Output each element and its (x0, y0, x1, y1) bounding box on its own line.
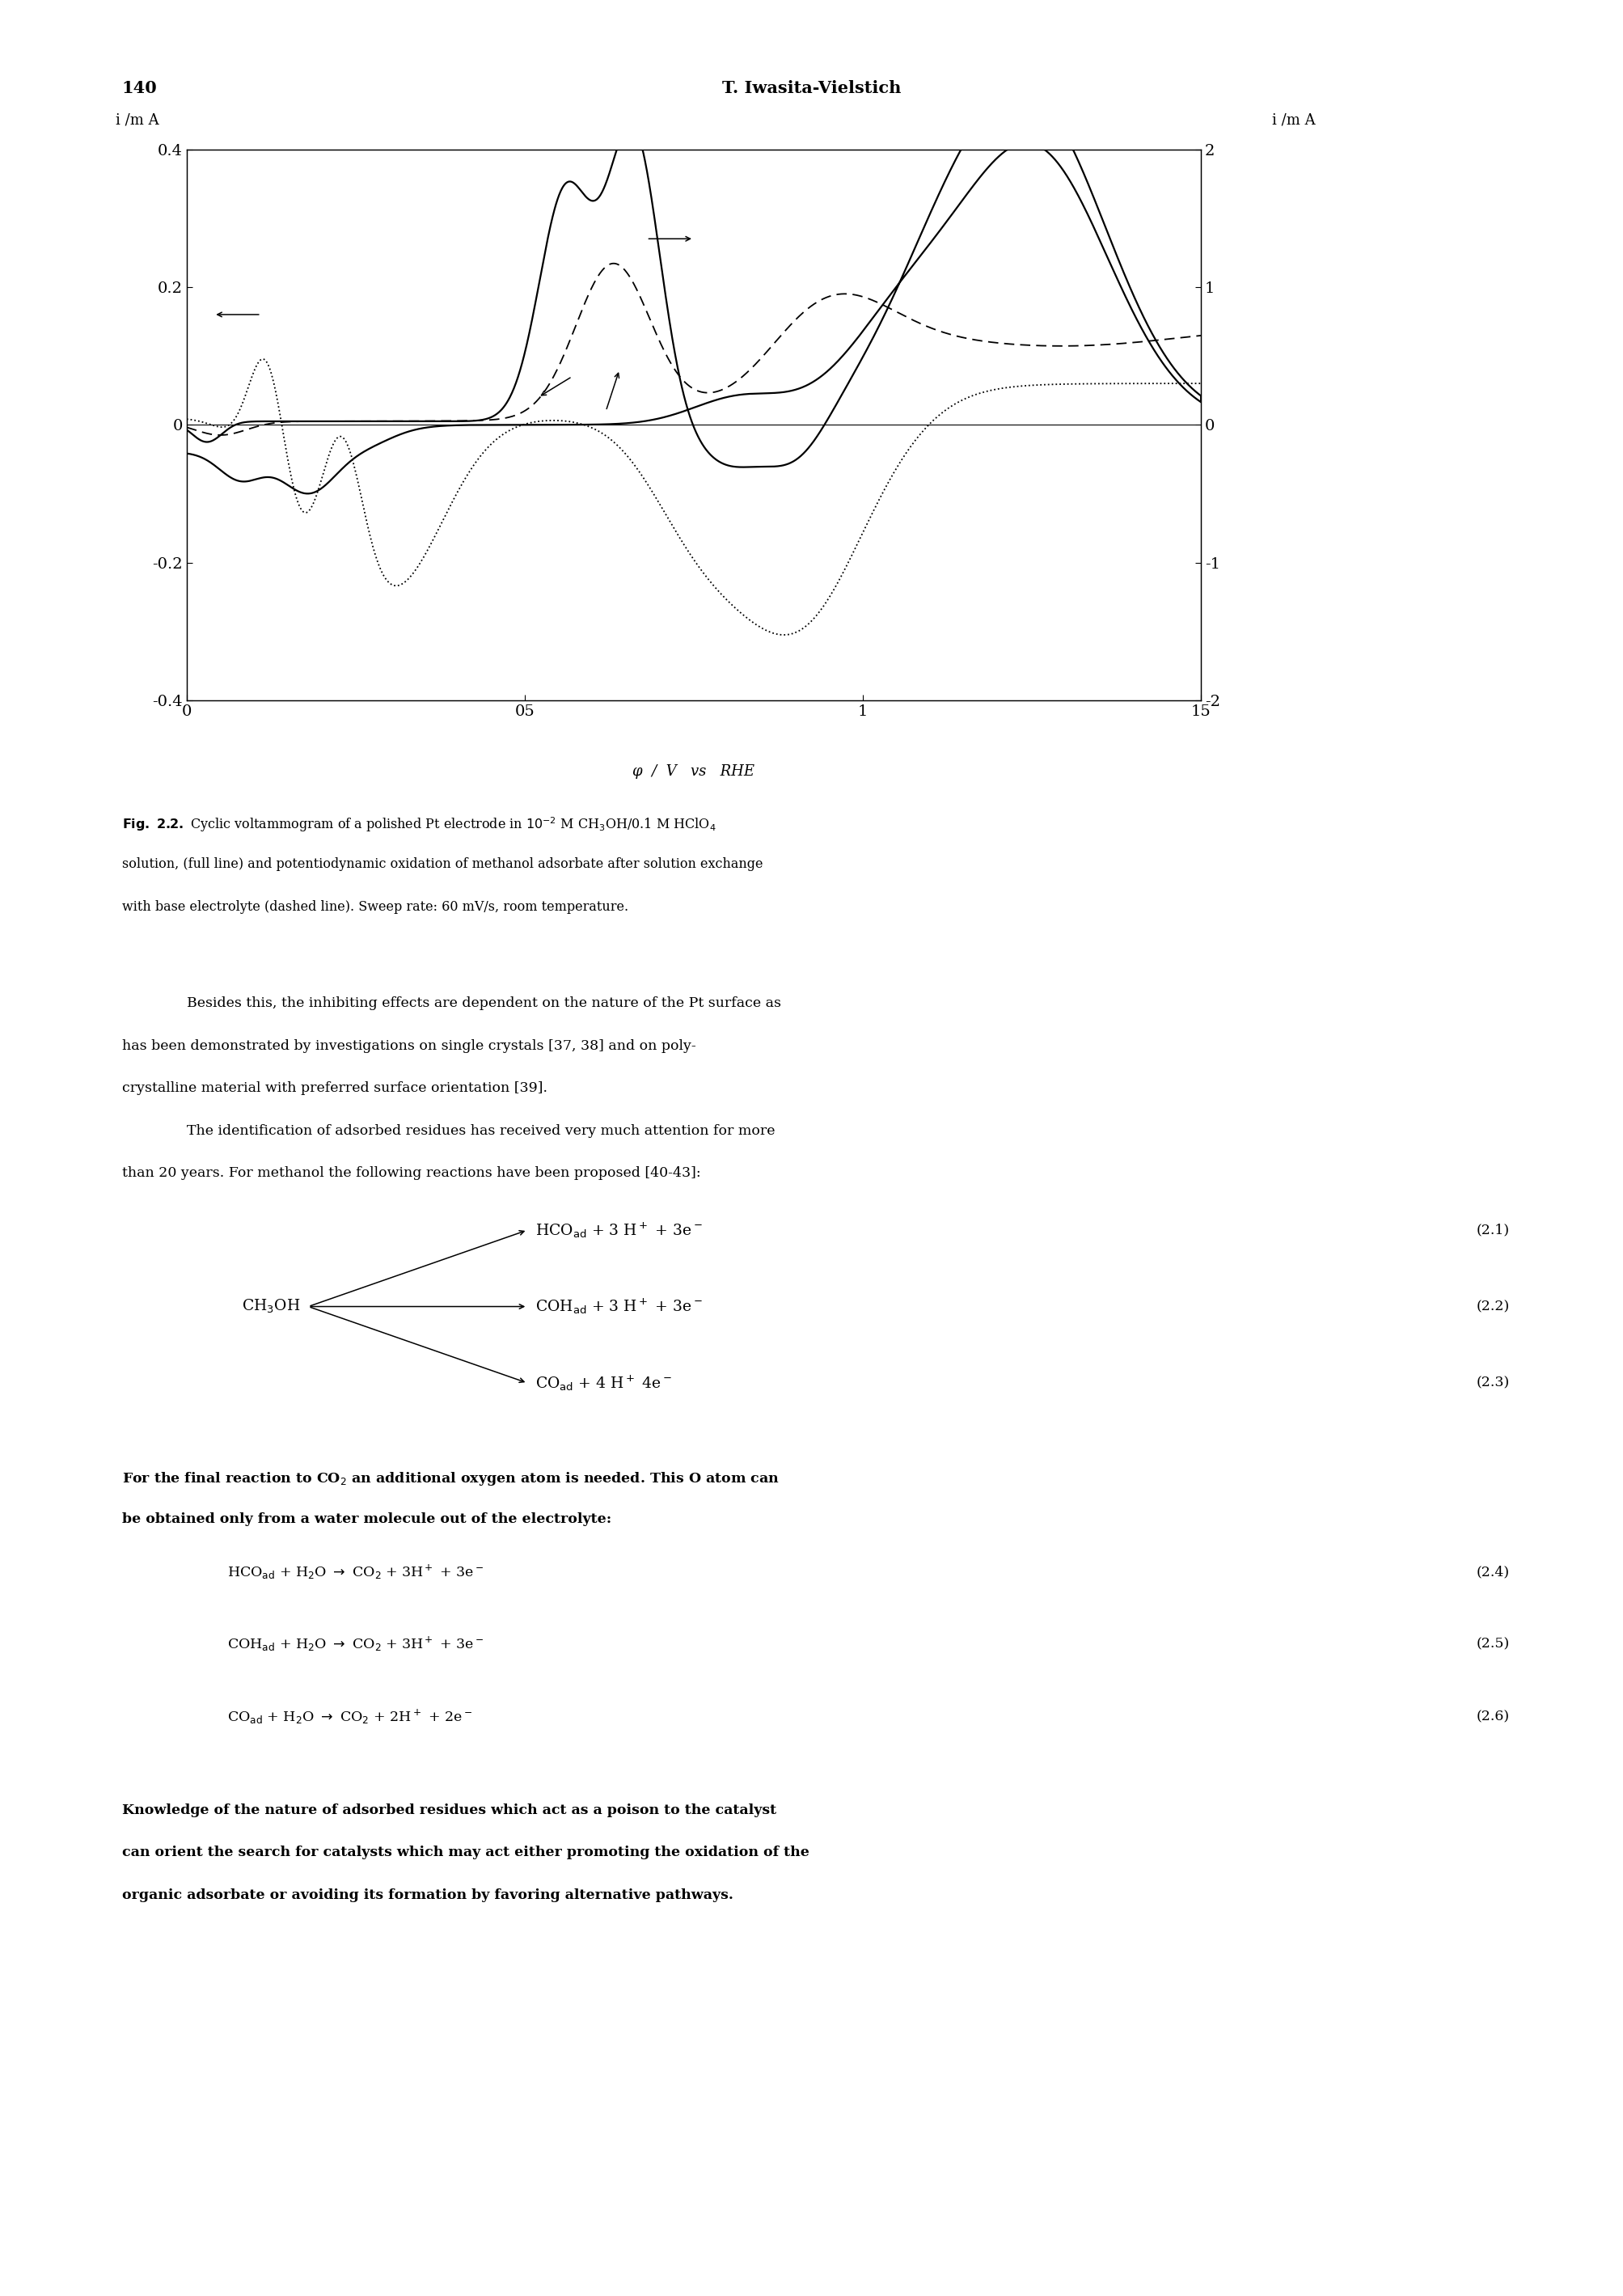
Text: φ  /  V   vs   RHE: φ / V vs RHE (633, 765, 755, 778)
Text: has been demonstrated by investigations on single crystals [37, 38] and on poly-: has been demonstrated by investigations … (122, 1040, 696, 1052)
Text: (2.3): (2.3) (1475, 1375, 1509, 1389)
Text: than 20 years. For methanol the following reactions have been proposed [40-43]:: than 20 years. For methanol the followin… (122, 1166, 701, 1180)
Text: (2.4): (2.4) (1477, 1566, 1509, 1580)
Text: i /m A: i /m A (115, 113, 159, 126)
Text: T. Iwasita-Vielstich: T. Iwasita-Vielstich (722, 80, 901, 96)
Text: be obtained only from a water molecule out of the electrolyte:: be obtained only from a water molecule o… (122, 1513, 612, 1527)
Text: (2.6): (2.6) (1477, 1711, 1509, 1724)
Text: CO$_{\rm ad}$ + H$_2$O $\rightarrow$ CO$_2$ + 2H$^+$ + 2e$^-$: CO$_{\rm ad}$ + H$_2$O $\rightarrow$ CO$… (227, 1708, 472, 1727)
Text: (2.5): (2.5) (1475, 1637, 1509, 1651)
Text: CH$_3$OH: CH$_3$OH (242, 1297, 300, 1316)
Text: COH$_{\rm ad}$ + H$_2$O $\rightarrow$ CO$_2$ + 3H$^+$ + 3e$^-$: COH$_{\rm ad}$ + H$_2$O $\rightarrow$ CO… (227, 1635, 484, 1653)
Text: solution, (full line) and potentiodynamic oxidation of methanol adsorbate after : solution, (full line) and potentiodynami… (122, 859, 763, 870)
Text: The identification of adsorbed residues has received very much attention for mor: The identification of adsorbed residues … (187, 1125, 774, 1137)
Text: (2.2): (2.2) (1475, 1300, 1509, 1313)
Text: can orient the search for catalysts which may act either promoting the oxidation: can orient the search for catalysts whic… (122, 1846, 808, 1860)
Text: $\mathbf{Fig.\ 2.2.}$ Cyclic voltammogram of a polished Pt electrode in $10^{-2}: $\mathbf{Fig.\ 2.2.}$ Cyclic voltammogra… (122, 815, 716, 833)
Text: i /m A: i /m A (1272, 113, 1315, 126)
Text: Knowledge of the nature of adsorbed residues which act as a poison to the cataly: Knowledge of the nature of adsorbed resi… (122, 1802, 776, 1816)
Text: CO$_{\rm ad}$ + 4 H$^+$ 4e$^-$: CO$_{\rm ad}$ + 4 H$^+$ 4e$^-$ (536, 1373, 672, 1391)
Text: crystalline material with preferred surface orientation [39].: crystalline material with preferred surf… (122, 1081, 547, 1095)
Text: COH$_{\rm ad}$ + 3 H$^+$ + 3e$^-$: COH$_{\rm ad}$ + 3 H$^+$ + 3e$^-$ (536, 1297, 703, 1316)
Text: 140: 140 (122, 80, 157, 96)
Text: with base electrolyte (dashed line). Sweep rate: 60 mV/s, room temperature.: with base electrolyte (dashed line). Swe… (122, 900, 628, 914)
Text: organic adsorbate or avoiding its formation by favoring alternative pathways.: organic adsorbate or avoiding its format… (122, 1887, 734, 1901)
Text: HCO$_{\rm ad}$ + 3 H$^+$ + 3e$^-$: HCO$_{\rm ad}$ + 3 H$^+$ + 3e$^-$ (536, 1221, 703, 1240)
Text: HCO$_{\rm ad}$ + H$_2$O $\rightarrow$ CO$_2$ + 3H$^+$ + 3e$^-$: HCO$_{\rm ad}$ + H$_2$O $\rightarrow$ CO… (227, 1564, 484, 1582)
Text: (2.1): (2.1) (1477, 1224, 1509, 1238)
Text: Besides this, the inhibiting effects are dependent on the nature of the Pt surfa: Besides this, the inhibiting effects are… (187, 996, 781, 1010)
Text: For the final reaction to CO$_2$ an additional oxygen atom is needed. This O ato: For the final reaction to CO$_2$ an addi… (122, 1469, 779, 1488)
